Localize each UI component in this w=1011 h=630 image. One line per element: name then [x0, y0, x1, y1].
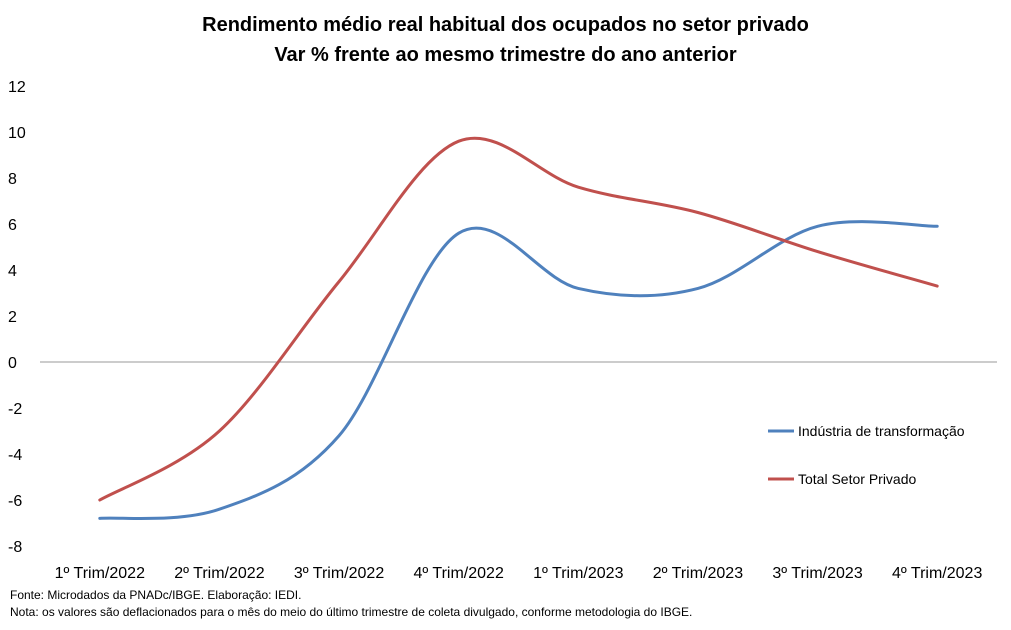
series-lines [98, 136, 939, 520]
source-note: Fonte: Microdados da PNADc/IBGE. Elabora… [10, 588, 302, 602]
y-tick-label: 4 [8, 263, 17, 280]
series-line-2 [98, 136, 939, 502]
series-line-1 [98, 220, 939, 520]
legend-label-2: Total Setor Privado [798, 471, 916, 487]
y-tick-label: -4 [8, 447, 22, 464]
x-tick-label: 3º Trim/2022 [294, 565, 384, 582]
chart-subtitle: Var % frente ao mesmo trimestre do ano a… [274, 44, 737, 66]
y-tick-label: -8 [8, 539, 22, 556]
chart-title: Rendimento médio real habitual dos ocupa… [202, 14, 809, 36]
x-tick-label: 1º Trim/2023 [533, 565, 623, 582]
y-tick-label: 2 [8, 309, 17, 326]
y-tick-label: 12 [8, 79, 26, 96]
x-tick-label: 1º Trim/2022 [55, 565, 145, 582]
methodology-note: Nota: os valores são deflacionados para … [10, 605, 693, 619]
y-tick-label: -6 [8, 493, 22, 510]
legend: Indústria de transformação Total Setor Pr… [768, 423, 965, 487]
x-tick-label: 3º Trim/2023 [772, 565, 862, 582]
x-tick-label: 2º Trim/2022 [174, 565, 264, 582]
y-tick-label: 6 [8, 217, 17, 234]
y-tick-label: -2 [8, 401, 22, 418]
y-tick-label: 8 [8, 171, 17, 188]
x-tick-label: 4º Trim/2022 [414, 565, 504, 582]
x-tick-label: 4º Trim/2023 [892, 565, 982, 582]
x-axis-ticks: 1º Trim/2022 2º Trim/2022 3º Trim/2022 4º T… [55, 565, 983, 582]
x-tick-label: 2º Trim/2023 [653, 565, 743, 582]
y-tick-label: 10 [8, 125, 26, 142]
y-axis-ticks: -8 -6 -4 -2 0 2 4 6 8 10 12 [8, 79, 26, 556]
legend-label-1: Indústria de transformação [798, 423, 965, 439]
y-tick-label: 0 [8, 355, 17, 372]
